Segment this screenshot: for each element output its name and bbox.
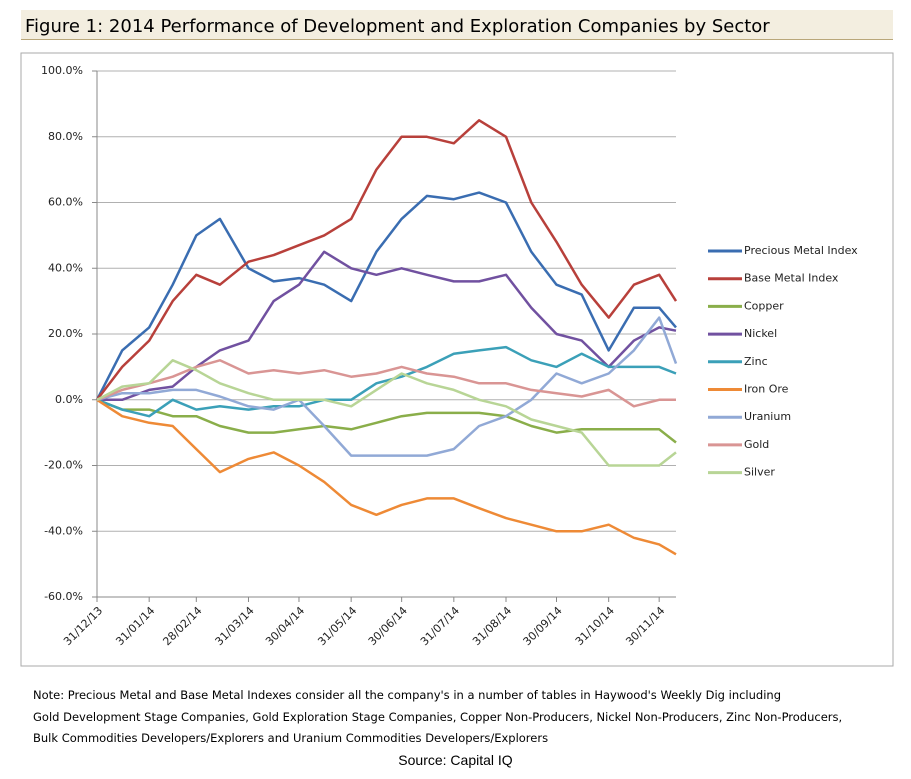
y-tick-label: 100.0% xyxy=(41,64,83,77)
x-tick-label: 31/03/14 xyxy=(213,604,257,648)
x-tick-label: 28/02/14 xyxy=(160,604,204,648)
x-tick-label: 30/09/14 xyxy=(521,604,565,648)
note-line: Gold Development Stage Companies, Gold E… xyxy=(33,710,843,724)
series-line xyxy=(95,191,677,401)
series-line xyxy=(96,398,677,556)
y-tick-label: -20.0% xyxy=(44,459,83,472)
y-tick-label: 80.0% xyxy=(48,130,83,143)
legend-label: Uranium xyxy=(744,410,791,423)
legend-label: Iron Ore xyxy=(744,383,789,396)
series-line xyxy=(96,119,678,401)
y-tick-label: 0.0% xyxy=(55,393,83,406)
x-tick-label: 31/12/13 xyxy=(61,604,105,648)
x-tick-label: 31/01/14 xyxy=(113,604,157,648)
series-line xyxy=(96,398,677,444)
y-tick-label: 60.0% xyxy=(48,196,83,209)
legend-label: Gold xyxy=(744,438,769,451)
y-tick-label: 40.0% xyxy=(48,261,83,274)
chart-title: Figure 1: 2014 Performance of Developmen… xyxy=(21,10,893,40)
x-tick-label: 31/05/14 xyxy=(315,604,359,648)
legend-label: Precious Metal Index xyxy=(744,244,858,257)
series-line xyxy=(96,316,678,457)
legend-label: Nickel xyxy=(744,327,777,340)
y-tick-label: -60.0% xyxy=(44,590,83,603)
x-tick-label: 31/07/14 xyxy=(418,604,462,648)
legend-label: Copper xyxy=(744,299,784,312)
note-line: Note: Precious Metal and Base Metal Inde… xyxy=(33,688,781,702)
series-line xyxy=(96,345,677,418)
y-tick-label: 20.0% xyxy=(48,327,83,340)
y-tick-label: -40.0% xyxy=(44,524,83,537)
chart-frame xyxy=(20,52,894,667)
x-tick-label: 30/04/14 xyxy=(263,604,307,648)
x-tick-label: 31/10/14 xyxy=(573,604,617,648)
series-line xyxy=(97,250,677,402)
note-line: Bulk Commodities Developers/Explorers an… xyxy=(33,731,549,745)
legend-label: Base Metal Index xyxy=(744,272,839,285)
x-tick-label: 31/08/14 xyxy=(470,604,514,648)
series-line xyxy=(96,359,677,467)
x-tick-label: 30/06/14 xyxy=(366,604,410,648)
x-tick-label: 30/11/14 xyxy=(623,604,667,648)
legend-label: Silver xyxy=(744,466,775,479)
legend-label: Zinc xyxy=(744,355,768,368)
source: Source: Capital IQ xyxy=(398,752,513,768)
